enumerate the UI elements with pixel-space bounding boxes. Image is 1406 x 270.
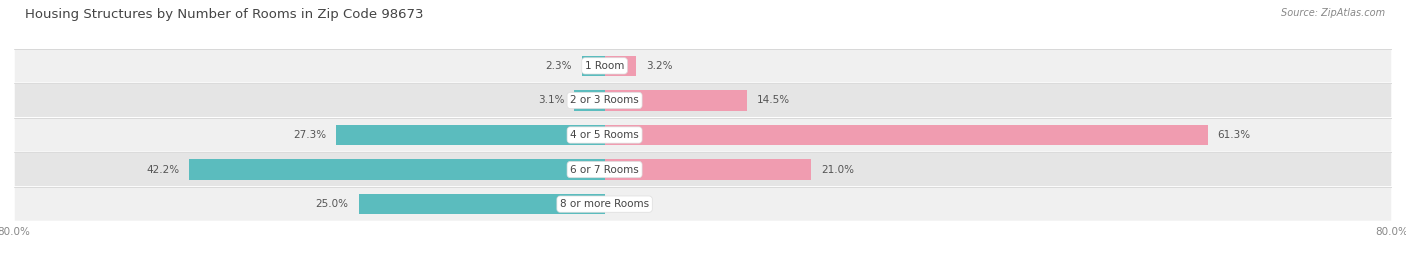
Text: 2 or 3 Rooms: 2 or 3 Rooms (571, 95, 638, 106)
Bar (190, 159, 605, 180)
Text: Source: ZipAtlas.com: Source: ZipAtlas.com (1281, 8, 1385, 18)
Text: 8 or more Rooms: 8 or more Rooms (560, 199, 650, 209)
Bar (336, 125, 605, 145)
Text: 3.2%: 3.2% (645, 61, 672, 71)
Bar (605, 90, 748, 111)
Text: 42.2%: 42.2% (146, 164, 180, 175)
Text: Housing Structures by Number of Rooms in Zip Code 98673: Housing Structures by Number of Rooms in… (25, 8, 423, 21)
Text: 27.3%: 27.3% (292, 130, 326, 140)
Text: 6 or 7 Rooms: 6 or 7 Rooms (571, 164, 638, 175)
Text: 61.3%: 61.3% (1218, 130, 1251, 140)
Text: 21.0%: 21.0% (821, 164, 853, 175)
FancyBboxPatch shape (14, 49, 1392, 83)
Text: 14.5%: 14.5% (756, 95, 790, 106)
FancyBboxPatch shape (14, 152, 1392, 187)
Text: 4 or 5 Rooms: 4 or 5 Rooms (571, 130, 638, 140)
Bar (582, 56, 605, 76)
Bar (605, 159, 811, 180)
Text: 2.3%: 2.3% (546, 61, 572, 71)
Text: 25.0%: 25.0% (316, 199, 349, 209)
Bar (574, 90, 605, 111)
Text: 3.1%: 3.1% (537, 95, 564, 106)
FancyBboxPatch shape (14, 83, 1392, 118)
FancyBboxPatch shape (14, 187, 1392, 221)
Text: 0.0%: 0.0% (614, 199, 641, 209)
Bar (605, 125, 1208, 145)
Bar (359, 194, 605, 214)
Bar (605, 56, 636, 76)
Text: 1 Room: 1 Room (585, 61, 624, 71)
FancyBboxPatch shape (14, 118, 1392, 152)
